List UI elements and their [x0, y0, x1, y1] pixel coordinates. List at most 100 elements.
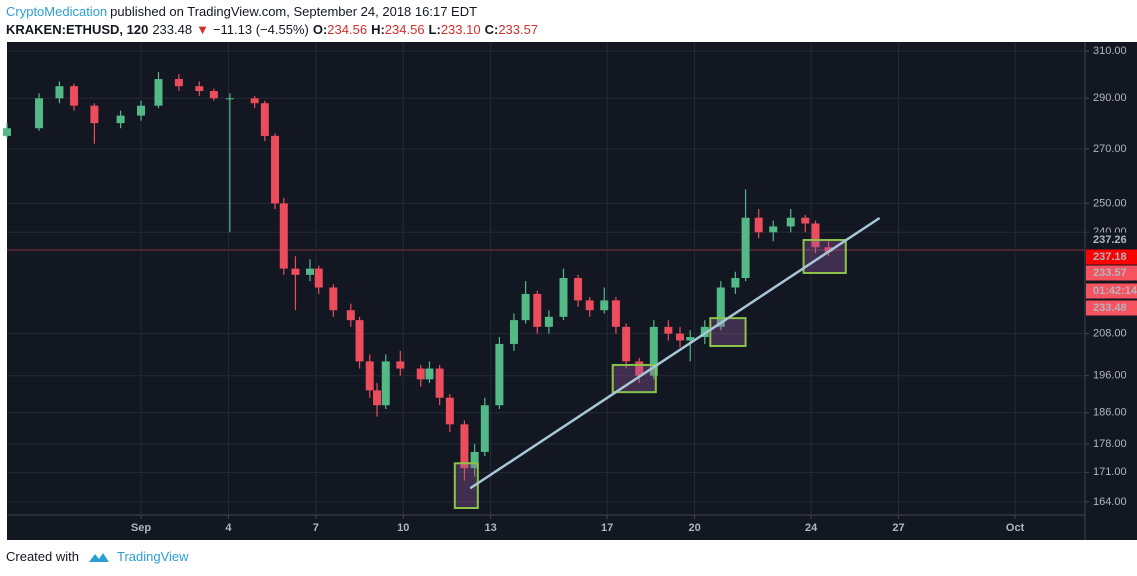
header: CryptoMedication published on TradingView… [6, 3, 546, 39]
candle-body [329, 287, 338, 311]
ohlc-value: 233.57 [498, 22, 539, 37]
price-label-bg [1086, 300, 1137, 316]
y-tick-label: 196.00 [1093, 370, 1127, 382]
author[interactable]: CryptoMedication [6, 4, 108, 19]
y-tick-label: 250.00 [1093, 197, 1127, 209]
highlight-box [802, 239, 847, 274]
header-row: CryptoMedication published on TradingView… [6, 3, 546, 21]
candle-body [509, 320, 518, 344]
candle-body [154, 79, 163, 106]
candle-body [396, 361, 405, 369]
candle-body [137, 105, 146, 116]
highlight-box [709, 317, 747, 347]
x-tick-label: 24 [805, 522, 818, 534]
candle-body [544, 316, 553, 327]
x-tick-label: 10 [397, 522, 409, 534]
candle-body [635, 361, 644, 376]
candle-body [533, 293, 542, 327]
candle-body [741, 217, 750, 279]
candle-body [346, 310, 355, 321]
last-price: 233.48 [152, 22, 193, 37]
logo [88, 552, 109, 562]
annotations [453, 216, 881, 509]
candle-body [279, 203, 288, 269]
ohlc-label: L: [428, 22, 441, 37]
arrow: ▼ [196, 22, 209, 37]
candle-body [470, 451, 479, 469]
price-label: 237.18 [1093, 251, 1127, 263]
candle-body [116, 115, 125, 124]
candle-body [381, 361, 390, 406]
x-tick-label: 13 [485, 522, 497, 534]
candle-body [416, 368, 425, 380]
created-with: Created with [6, 549, 79, 564]
price-label-bg [1086, 283, 1137, 299]
candle-body [435, 368, 444, 398]
candle-body [373, 390, 382, 406]
price-label: 237.26 [1093, 234, 1127, 246]
chart: 164.00171.00178.00186.00196.00208.00240.… [3, 42, 1137, 540]
candle-body [716, 287, 725, 327]
candle-body [70, 86, 79, 106]
header-row: KRAKEN:ETHUSD, 120 233.48 ▼ −11.13 (−4.55%)… [6, 21, 546, 39]
candle-body [649, 326, 658, 376]
candle-body [174, 79, 183, 87]
ohlc-label: H: [371, 22, 385, 37]
x-tick-label: Oct [1006, 522, 1025, 534]
x-tick-label: 27 [892, 522, 904, 534]
y-tick-label: 310.00 [1093, 45, 1127, 57]
candle-body [195, 86, 204, 92]
candle-body [585, 300, 594, 311]
candle-body [769, 226, 778, 233]
y-tick-label: 290.00 [1093, 92, 1127, 104]
y-tick-label: 171.00 [1093, 466, 1127, 478]
y-tick-label: 208.00 [1093, 328, 1127, 340]
candle-body [676, 333, 685, 341]
trendline [469, 216, 881, 490]
price-label: 233.57 [1093, 267, 1127, 279]
candle-body [445, 397, 454, 425]
candle-body [521, 293, 530, 321]
x-tick-label: 7 [313, 522, 319, 534]
chart-background [7, 42, 1137, 540]
y-tick-label: 270.00 [1093, 143, 1127, 155]
candle-body [686, 337, 695, 341]
price-label: 01:42:14 [1093, 285, 1137, 297]
candle-body [35, 98, 44, 129]
y-tick-label: 178.00 [1093, 438, 1127, 450]
candle-body [824, 247, 833, 252]
candle-body [425, 368, 434, 380]
candle-body [306, 268, 315, 275]
candle-body [55, 86, 64, 99]
candle-body [786, 217, 795, 227]
candle-body [3, 128, 11, 136]
footer: Created with TradingView [6, 549, 189, 564]
candle-body [664, 326, 673, 334]
x-tick-label: 17 [601, 522, 613, 534]
change: −11.13 (−4.55%) [212, 22, 309, 37]
candle-body [291, 268, 300, 275]
price-label: 233.48 [1093, 302, 1127, 314]
candle-body [811, 223, 820, 248]
candle-body [460, 424, 469, 469]
ohlc-value: 233.10 [440, 22, 481, 37]
x-tick-label: 4 [225, 522, 232, 534]
x-tick-label: Sep [131, 522, 151, 534]
candle-body [559, 278, 568, 317]
candle-body [250, 98, 259, 104]
candle-body [365, 361, 374, 391]
ohlc-label: C: [484, 22, 499, 37]
candle-body [225, 98, 234, 100]
candle-body [314, 268, 323, 288]
price-label-bg [1086, 249, 1137, 265]
candle-body [731, 278, 740, 288]
logo-shape [88, 552, 109, 562]
candle-body [271, 135, 280, 204]
axes: 164.00171.00178.00186.00196.00208.00240.… [131, 45, 1137, 534]
candle-body [574, 278, 583, 301]
brand[interactable]: TradingView [116, 549, 189, 564]
y-tick-label: 164.00 [1093, 496, 1127, 508]
grid [7, 42, 1085, 515]
candle-body [480, 405, 489, 452]
candle-body [495, 343, 504, 406]
